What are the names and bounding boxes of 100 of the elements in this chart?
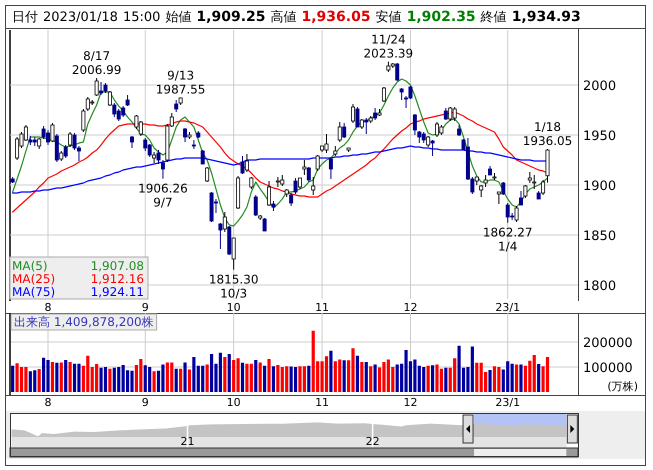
- candlestick: [174, 100, 178, 112]
- bar: [240, 362, 244, 392]
- candlestick: [333, 146, 338, 156]
- candlestick: [338, 122, 342, 142]
- bar: [298, 366, 302, 392]
- candlestick: [506, 202, 510, 224]
- bar: [426, 366, 430, 392]
- bar: [519, 364, 523, 392]
- candlestick: [262, 218, 267, 232]
- text: 8/17 2006.99: [72, 49, 122, 78]
- candlestick: [249, 176, 254, 190]
- candlestick: [271, 200, 276, 212]
- bar: [294, 367, 298, 392]
- candlestick: [430, 140, 435, 156]
- x-tick-label: 23/1: [495, 396, 520, 409]
- x-tick-label: 12: [403, 301, 418, 314]
- bar: [183, 362, 187, 392]
- bar: [263, 366, 266, 392]
- bar: [161, 364, 165, 392]
- x-tick-label: 8: [44, 301, 52, 314]
- x-tick-label: 11: [315, 396, 330, 409]
- bar: [396, 364, 399, 392]
- bar: [430, 365, 434, 392]
- candlestick: [496, 192, 501, 204]
- bar: [72, 364, 76, 392]
- candlestick: [72, 132, 77, 150]
- candlestick: [360, 118, 364, 130]
- candlestick: [395, 62, 400, 82]
- chart-title: 出来高 1,409,878,200株: [14, 315, 154, 329]
- x-tick-label: 12: [403, 396, 418, 409]
- candlestick: [412, 114, 417, 136]
- candlestick: [152, 152, 156, 164]
- candlestick: [15, 136, 20, 160]
- x-tick-label: 9: [142, 301, 149, 314]
- candlestick: [444, 108, 448, 120]
- bar: [342, 360, 346, 392]
- bar: [360, 362, 364, 392]
- candlestick: [254, 194, 258, 216]
- text: 1815.30 10/3: [208, 272, 258, 301]
- bar: [108, 368, 112, 392]
- candlestick: [232, 238, 236, 270]
- candlestick: [37, 138, 42, 150]
- bar: [152, 371, 156, 392]
- x-tick-label: 10: [226, 396, 241, 409]
- candlestick: [541, 180, 546, 196]
- text: 1862.27 1/4: [482, 226, 533, 254]
- candlestick: [280, 174, 284, 186]
- bar: [64, 360, 68, 392]
- bar: [356, 356, 360, 392]
- candlestick: [479, 184, 484, 198]
- candlestick: [448, 106, 452, 122]
- candlestick: [452, 106, 457, 122]
- bar: [254, 360, 258, 392]
- y-tick-label: 200000: [583, 336, 633, 351]
- bar: [369, 366, 372, 392]
- x-tick-label: 10: [226, 301, 241, 314]
- bar: [55, 362, 58, 392]
- bar: [24, 367, 28, 392]
- bar: [170, 362, 174, 392]
- candlestick: [94, 78, 99, 96]
- candlestick: [112, 102, 116, 118]
- bar: [42, 358, 46, 392]
- bar: [50, 362, 54, 392]
- bar: [324, 356, 328, 392]
- y-tick-label: 1850: [583, 229, 616, 244]
- candlestick: [200, 150, 205, 164]
- candlestick: [324, 134, 328, 154]
- bar: [99, 368, 103, 392]
- candlestick: [523, 184, 528, 198]
- chart-title: 日付 2023/01/18 15:00 始値 1,909.25 高値 1,936.05 安値 1,902.35 終値 1,934.93: [12, 9, 581, 25]
- candlestick: [306, 166, 311, 182]
- bar: [236, 358, 240, 392]
- candlestick: [86, 96, 90, 112]
- candlestick: [298, 178, 302, 190]
- bar: [11, 366, 14, 392]
- candlestick: [50, 122, 54, 142]
- candlestick: [68, 132, 72, 148]
- bar: [440, 368, 444, 392]
- bar: [77, 364, 81, 392]
- candlestick: [294, 178, 298, 194]
- text: 9/13 1987.55: [156, 68, 206, 96]
- candlestick: [355, 106, 360, 128]
- bar: [15, 363, 19, 392]
- candlestick: [81, 108, 86, 132]
- candlestick: [54, 134, 59, 162]
- candlestick: [532, 174, 536, 190]
- candlestick: [518, 190, 523, 206]
- x-tick-label: 22: [366, 435, 380, 448]
- candlestick: [311, 176, 316, 196]
- x-tick-label: 8: [44, 396, 52, 409]
- bar: [38, 369, 41, 392]
- bar: [130, 370, 134, 392]
- bar: [20, 367, 24, 392]
- bar: [514, 364, 518, 392]
- bar: [329, 350, 332, 392]
- text: 11/24 2023.39: [364, 32, 414, 61]
- bar: [206, 364, 209, 392]
- bar: [228, 354, 231, 392]
- candlestick: [59, 150, 64, 162]
- bar: [307, 366, 310, 392]
